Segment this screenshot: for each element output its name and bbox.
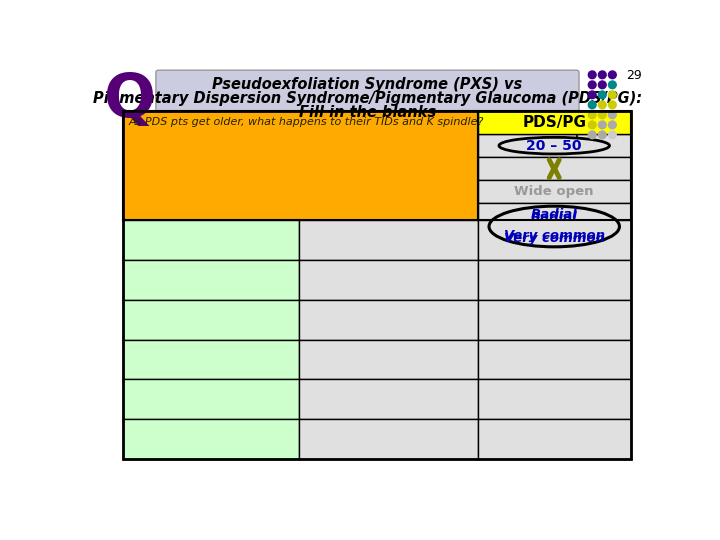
Circle shape [608, 71, 616, 79]
Bar [477, 220, 631, 260]
Circle shape [608, 81, 616, 89]
Circle shape [588, 91, 596, 99]
Text: Very common: Very common [504, 232, 605, 245]
Text: Pseudoexfoliation Syndrome (PXS) vs: Pseudoexfoliation Syndrome (PXS) vs [212, 77, 523, 92]
Bar [477, 419, 631, 459]
Circle shape [588, 71, 596, 79]
Circle shape [608, 111, 616, 119]
Text: Radial: Radial [531, 208, 577, 221]
Circle shape [598, 111, 606, 119]
Bar [477, 111, 631, 220]
Bar [477, 300, 631, 340]
Bar [300, 340, 477, 380]
Circle shape [598, 81, 606, 89]
Bar [122, 419, 300, 459]
Bar [300, 419, 477, 459]
Circle shape [598, 121, 606, 129]
Circle shape [598, 131, 606, 139]
Circle shape [608, 131, 616, 139]
Bar [122, 111, 477, 220]
Bar [122, 380, 300, 419]
Text: Very common: Very common [504, 230, 605, 242]
Bar [477, 134, 631, 157]
Bar [300, 260, 477, 300]
Circle shape [588, 131, 596, 139]
Text: PDS/PG: PDS/PG [522, 115, 586, 130]
FancyBboxPatch shape [156, 70, 579, 132]
Ellipse shape [489, 206, 619, 247]
Bar [300, 220, 477, 260]
Text: As PDS pts get older, what happens to their TIDs and K spindle?: As PDS pts get older, what happens to th… [129, 117, 484, 127]
Text: Q: Q [104, 71, 156, 131]
Circle shape [588, 101, 596, 109]
Circle shape [608, 121, 616, 129]
Bar [477, 226, 631, 249]
Bar [122, 111, 477, 220]
Bar [122, 260, 300, 300]
Text: Radial: Radial [531, 211, 577, 224]
Circle shape [598, 91, 606, 99]
Circle shape [598, 71, 606, 79]
Bar [122, 220, 300, 260]
Circle shape [608, 101, 616, 109]
Bar [122, 340, 300, 380]
Text: 29: 29 [626, 70, 642, 83]
Text: Wide open: Wide open [515, 185, 594, 198]
Circle shape [588, 121, 596, 129]
Circle shape [608, 91, 616, 99]
Bar [477, 157, 631, 180]
Bar [122, 300, 300, 340]
Bar [477, 111, 631, 134]
Circle shape [598, 101, 606, 109]
Bar [477, 380, 631, 419]
Circle shape [588, 81, 596, 89]
Bar [477, 340, 631, 380]
Text: 20 – 50: 20 – 50 [526, 139, 582, 153]
Bar [477, 180, 631, 204]
Text: Pigmentary Dispersion Syndrome/Pigmentary Glaucoma (PDS/PG):: Pigmentary Dispersion Syndrome/Pigmentar… [93, 91, 642, 106]
Text: Fill in the blanks: Fill in the blanks [299, 105, 436, 120]
Bar [477, 204, 631, 226]
Bar [300, 300, 477, 340]
Circle shape [588, 111, 596, 119]
Ellipse shape [499, 137, 609, 154]
Bar [300, 380, 477, 419]
Bar [477, 260, 631, 300]
Bar [122, 111, 631, 459]
